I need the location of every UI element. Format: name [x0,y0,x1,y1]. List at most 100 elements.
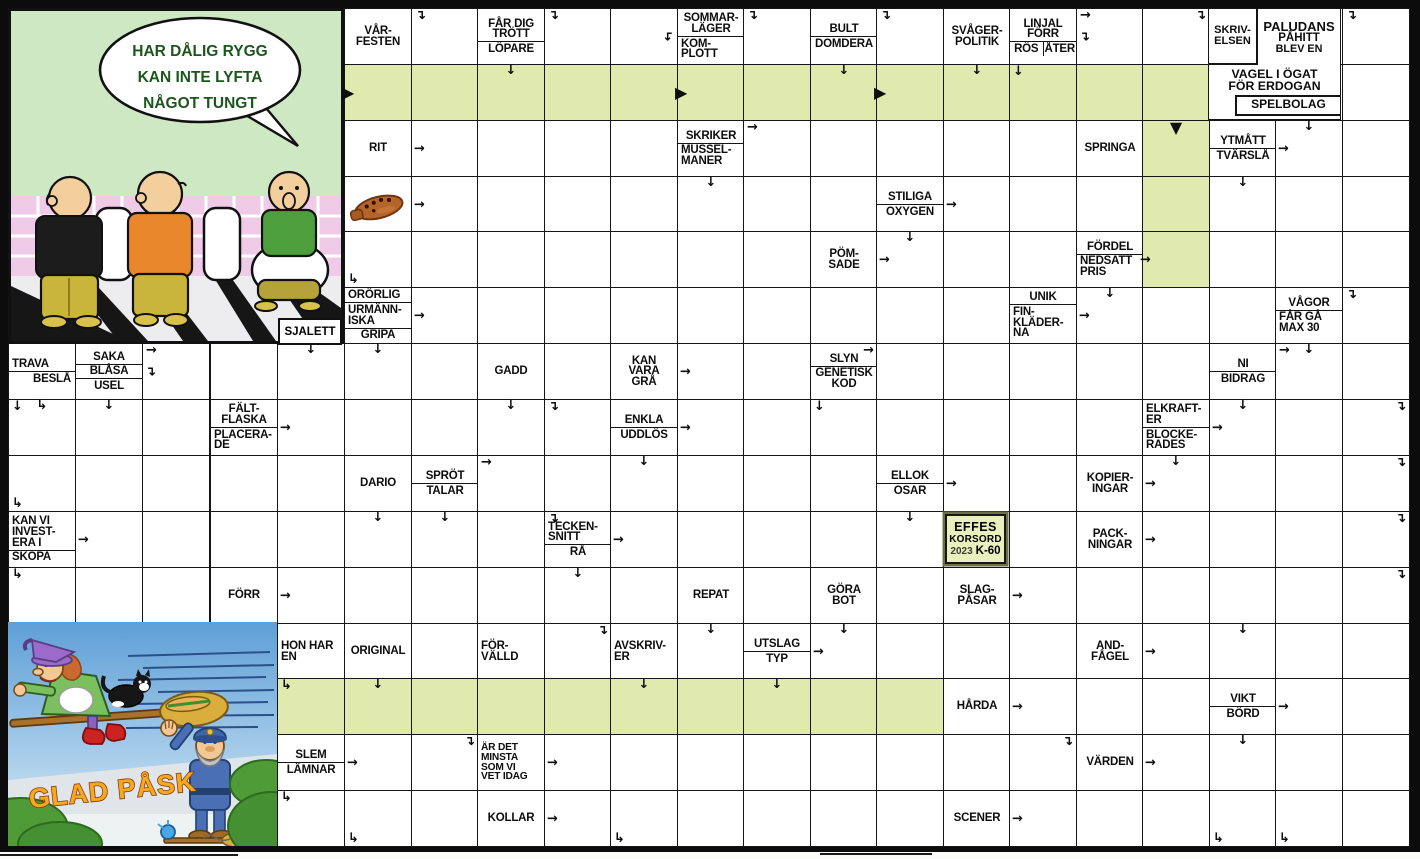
answer-cell[interactable] [743,511,811,568]
answer-cell[interactable]: ↓ [344,343,412,400]
answer-cell[interactable]: ↓ → [876,231,944,288]
answer-cell[interactable] [677,734,745,791]
green-answer-cell[interactable]: ↓ [1009,64,1077,121]
answer-cell[interactable] [1076,790,1144,847]
answer-cell[interactable]: → [544,790,612,847]
answer-cell[interactable] [1142,567,1210,624]
answer-cell[interactable] [810,734,878,791]
answer-cell[interactable] [1209,287,1277,344]
answer-cell[interactable]: ↓ [677,623,745,680]
answer-cell[interactable] [1342,231,1410,288]
answer-cell[interactable] [1009,623,1077,680]
answer-cell[interactable]: ↓ [344,511,412,568]
answer-cell[interactable] [1076,176,1144,233]
answer-cell[interactable] [544,343,612,400]
answer-cell[interactable]: ↓ [610,455,678,512]
answer-cell[interactable] [1342,176,1410,233]
answer-cell[interactable] [743,343,811,400]
answer-cell[interactable] [1275,734,1343,791]
answer-cell[interactable]: ↓ [677,176,745,233]
answer-cell[interactable]: → [277,567,345,624]
answer-cell[interactable]: → ↓ [810,623,878,680]
green-answer-cell[interactable] [411,64,479,121]
answer-cell[interactable] [477,287,545,344]
green-answer-cell[interactable]: ▶ [675,64,745,121]
answer-cell[interactable]: ↳ [344,790,412,847]
answer-cell[interactable] [743,790,811,847]
answer-cell[interactable]: → [411,287,479,344]
answer-cell[interactable] [277,511,345,568]
answer-cell[interactable] [344,567,412,624]
answer-cell[interactable] [677,790,745,847]
answer-cell[interactable]: → [411,120,479,177]
answer-cell[interactable]: ↓ [477,399,545,456]
answer-cell[interactable] [344,399,412,456]
answer-cell[interactable]: ↓ [810,399,878,456]
answer-cell[interactable] [1342,790,1410,847]
answer-cell[interactable]: ↓ [544,567,612,624]
answer-cell[interactable]: → [1142,511,1210,568]
green-answer-cell[interactable]: ▶ [342,64,412,121]
answer-cell[interactable] [477,511,545,568]
answer-cell[interactable]: ↓ → [1076,287,1144,344]
answer-cell[interactable]: → [411,176,479,233]
answer-cell[interactable]: ↓ ↳ [8,399,76,456]
answer-cell[interactable]: → [477,455,545,512]
answer-cell[interactable] [743,287,811,344]
answer-cell[interactable] [544,287,612,344]
answer-cell[interactable] [1009,455,1077,512]
answer-cell[interactable] [1142,790,1210,847]
green-answer-cell[interactable]: ↓ [477,64,545,121]
answer-cell[interactable] [142,399,210,456]
answer-cell[interactable]: → [943,176,1011,233]
answer-cell[interactable] [1009,399,1077,456]
answer-cell[interactable] [411,623,479,680]
answer-cell[interactable] [411,567,479,624]
answer-cell[interactable] [1275,623,1343,680]
green-answer-cell[interactable] [677,678,745,735]
answer-cell[interactable] [411,790,479,847]
answer-cell[interactable]: ↓ [1209,623,1277,680]
answer-cell[interactable]: → ↓ [1142,455,1210,512]
green-answer-cell[interactable] [477,678,545,735]
answer-cell[interactable] [544,455,612,512]
answer-cell[interactable] [743,176,811,233]
answer-cell[interactable] [277,455,345,512]
answer-cell[interactable]: ↴ [1009,734,1077,791]
answer-cell[interactable]: → [277,399,345,456]
green-answer-cell[interactable]: ↳ [277,678,345,735]
green-answer-cell[interactable]: ↓ [810,64,878,121]
green-answer-cell[interactable] [411,678,479,735]
answer-cell[interactable] [743,455,811,512]
answer-cell[interactable] [743,399,811,456]
answer-cell[interactable]: → [1009,790,1077,847]
green-answer-cell[interactable] [1142,64,1210,121]
green-answer-cell[interactable] [544,64,612,121]
green-answer-cell[interactable] [1076,64,1144,121]
answer-cell[interactable]: → [943,455,1011,512]
green-answer-cell[interactable]: → [1140,231,1210,288]
answer-cell[interactable]: → [544,734,612,791]
answer-cell[interactable] [943,287,1011,344]
answer-cell[interactable] [1009,176,1077,233]
answer-cell[interactable] [810,120,878,177]
answer-cell[interactable]: → ↓ [1275,120,1343,177]
answer-cell[interactable] [477,176,545,233]
answer-cell[interactable] [1275,399,1343,456]
green-answer-cell[interactable] [544,678,612,735]
green-answer-cell[interactable] [1142,176,1210,233]
answer-cell[interactable] [1275,455,1343,512]
answer-cell[interactable] [810,176,878,233]
answer-cell[interactable] [1342,678,1410,735]
answer-cell[interactable] [1076,343,1144,400]
answer-cell[interactable] [677,511,745,568]
answer-cell[interactable]: → ↓ [1209,399,1277,456]
green-answer-cell[interactable]: ↓ [943,64,1011,121]
answer-cell[interactable] [610,176,678,233]
answer-cell[interactable]: → [1009,678,1077,735]
answer-cell[interactable] [75,567,143,624]
green-answer-cell[interactable] [810,678,878,735]
answer-cell[interactable] [210,511,278,568]
answer-cell[interactable] [210,343,278,400]
answer-cell[interactable]: ↴ [1342,455,1410,512]
